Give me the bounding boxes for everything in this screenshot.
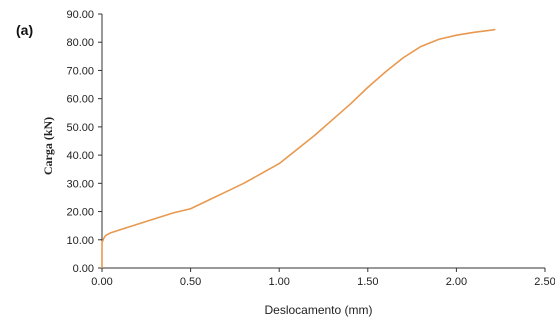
y-axis-title: Carga (kN) — [41, 117, 55, 175]
y-tick-label: 10.00 — [66, 235, 94, 247]
axes — [101, 14, 545, 269]
y-tick-label: 40.00 — [66, 150, 94, 162]
y-tick-label: 50.00 — [66, 122, 94, 134]
series-line — [101, 28, 496, 268]
panel-label: (a) — [16, 22, 34, 38]
y-tick-label: 80.00 — [66, 37, 94, 49]
y-tick-label: 60.00 — [66, 94, 94, 106]
x-ticks: 0.00 0.50 1.00 1.50 2.00 2.50 — [91, 268, 555, 288]
y-tick-label: 90.00 — [66, 9, 94, 21]
x-axis-title: Deslocamento (mm) — [264, 303, 372, 317]
x-tick-label: 0.50 — [180, 276, 201, 288]
y-tick-label: 0.00 — [73, 263, 94, 275]
y-tick-label: 30.00 — [66, 178, 94, 190]
y-ticks: 0.00 10.00 20.00 30.00 40.00 50.00 60.00 70.00 8… — [66, 9, 102, 275]
y-tick-label: 20.00 — [66, 207, 94, 219]
x-tick-label: 1.00 — [268, 276, 289, 288]
x-tick-label: 2.00 — [446, 276, 467, 288]
x-tick-label: 1.50 — [357, 276, 378, 288]
y-tick-label: 70.00 — [66, 65, 94, 77]
x-tick-label: 0.00 — [91, 276, 112, 288]
series — [101, 28, 496, 268]
x-tick-label: 2.50 — [534, 276, 555, 288]
